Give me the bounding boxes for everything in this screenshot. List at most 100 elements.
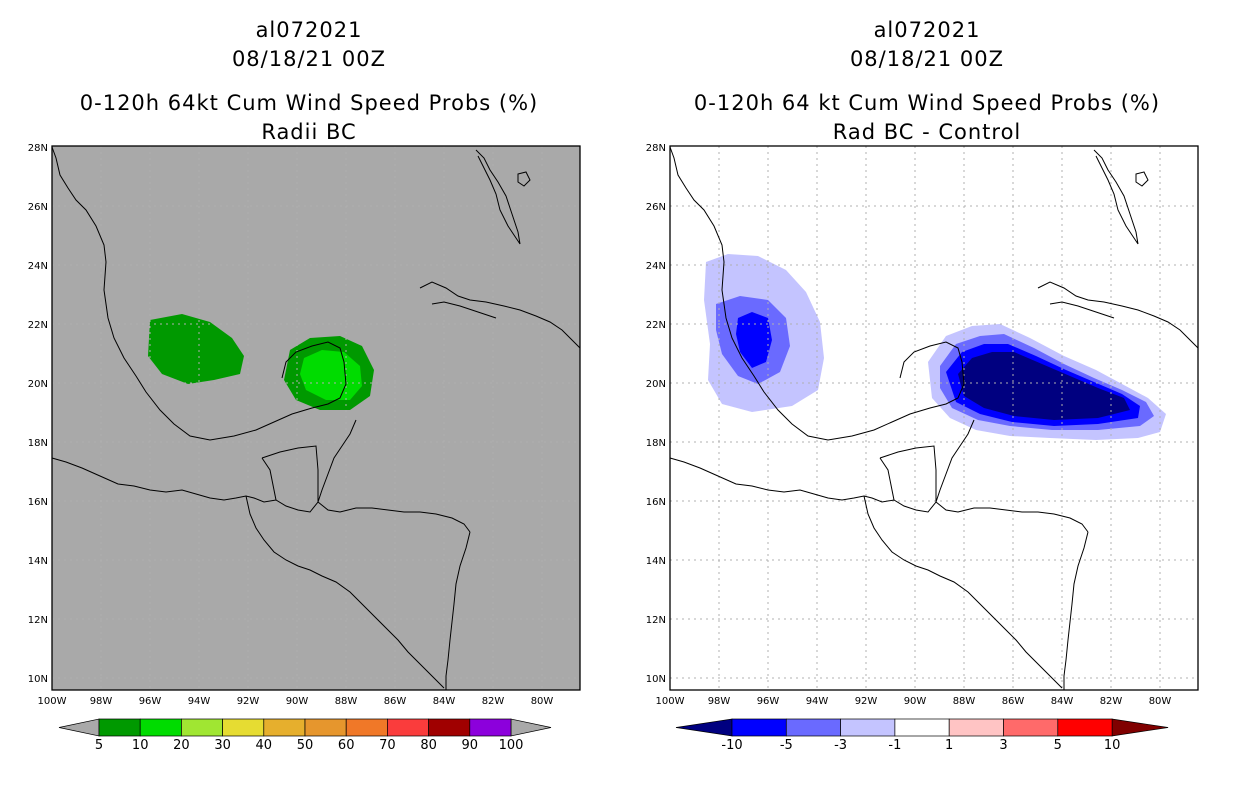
lat-label: 24N <box>28 261 48 272</box>
right-map: 28N 26N 24N 22N 20N 18N 16N 14N 12N 10N 100W 98W 96W… <box>646 143 1199 753</box>
coastline <box>261 445 319 502</box>
colorbar-label: 50 <box>297 738 314 753</box>
colorbar-label: 30 <box>214 738 231 753</box>
lon-label: 86W <box>384 696 407 707</box>
lat-label: 28N <box>646 143 666 154</box>
colorbar-label: 5 <box>1054 738 1062 753</box>
lat-label: 18N <box>28 438 48 449</box>
lat-label: 12N <box>646 615 666 626</box>
coastline <box>445 531 471 690</box>
lon-label: 98W <box>90 696 113 707</box>
lat-label: 20N <box>646 379 666 390</box>
colorbar-label: -1 <box>888 738 901 753</box>
coastline <box>879 445 937 502</box>
colorbar-segment <box>263 718 306 737</box>
coastline <box>879 457 895 501</box>
lon-label: 100W <box>38 696 67 707</box>
coastline <box>1063 531 1089 690</box>
lat-label: 16N <box>28 497 48 508</box>
diff-area-5 <box>736 312 772 368</box>
colorbar-segment <box>785 718 841 737</box>
lon-label: 88W <box>953 696 976 707</box>
colorbar-segment <box>181 718 223 737</box>
colorbar-label: 1 <box>945 738 953 753</box>
coastline <box>1049 301 1115 319</box>
right-title: 0-120h 64 kt Cum Wind Speed Probs (%) <box>693 91 1161 115</box>
left-subtitle: Radii BC <box>261 120 357 144</box>
right-date: 08/18/21 00Z <box>849 47 1005 71</box>
colorbar-left-arrow <box>675 718 733 737</box>
coastline <box>935 501 1089 533</box>
colorbar-segment <box>1057 718 1113 737</box>
colorbar-segment <box>428 718 471 737</box>
lat-label: 10N <box>28 674 48 685</box>
colorbar-segment <box>469 718 512 737</box>
left-panel: al072021 08/18/21 00Z 0-120h 64kt Cum Wi… <box>28 18 581 753</box>
coastline <box>431 301 497 319</box>
colorbar-segment <box>139 718 182 737</box>
colorbar-label: 60 <box>338 738 355 753</box>
colorbar-right-arrow <box>1111 718 1169 737</box>
lon-label: 92W <box>237 696 260 707</box>
coastline <box>317 501 471 533</box>
colorbar-segment <box>222 718 265 737</box>
colorbar-label: 40 <box>256 738 273 753</box>
colorbar-left-arrow <box>58 718 100 737</box>
colorbar-label: 3 <box>999 738 1007 753</box>
colorbar-label: 90 <box>462 738 479 753</box>
colorbar-label: -5 <box>780 738 793 753</box>
lat-label: 10N <box>646 674 666 685</box>
coastline <box>261 457 277 501</box>
lon-label: 80W <box>1149 696 1172 707</box>
right-subtitle: Rad BC - Control <box>832 120 1022 144</box>
colorbar-segment <box>731 718 787 737</box>
colorbar-label: 80 <box>420 738 437 753</box>
lat-label: 12N <box>28 615 48 626</box>
lon-label: 82W <box>1100 696 1123 707</box>
right-panel: al072021 08/18/21 00Z 0-120h 64 kt Cum W… <box>618 0 1236 800</box>
colorbar-segment <box>98 718 141 737</box>
map-frame <box>51 145 581 691</box>
colorbar-segment <box>840 718 896 737</box>
map-frame <box>669 145 1199 691</box>
colorbar-segment <box>304 718 347 737</box>
colorbar-segment <box>387 718 429 737</box>
diff-area-10 <box>958 352 1130 420</box>
left-storm-id: al072021 <box>255 18 363 42</box>
lon-label: 80W <box>531 696 554 707</box>
lon-label: 86W <box>1002 696 1025 707</box>
lat-label: 20N <box>28 379 48 390</box>
colorbar-label: 10 <box>1104 738 1121 753</box>
left-map: 28N 26N 24N 22N 20N 18N 16N 14N 12N 10N 100W 98W 96W… <box>28 143 581 753</box>
lat-label: 22N <box>646 320 666 331</box>
lat-label: 22N <box>28 320 48 331</box>
map-background <box>52 146 580 690</box>
coastline <box>517 171 531 187</box>
lat-label: 26N <box>28 202 48 213</box>
coastline <box>245 495 445 689</box>
lon-label: 98W <box>708 696 731 707</box>
colorbar-label: 10 <box>132 738 149 753</box>
coastline <box>669 146 965 441</box>
lon-label: 94W <box>806 696 829 707</box>
right-storm-id: al072021 <box>873 18 981 42</box>
coastline <box>863 495 1063 689</box>
colorbar-segment <box>345 718 388 737</box>
colorbar-label: -3 <box>834 738 847 753</box>
prob-area-10 <box>148 314 244 384</box>
lon-label: 90W <box>286 696 309 707</box>
lat-label: 24N <box>646 261 666 272</box>
lat-label: 14N <box>28 556 48 567</box>
lon-label: 88W <box>335 696 358 707</box>
left-date: 08/18/21 00Z <box>231 47 387 71</box>
lon-label: 90W <box>904 696 927 707</box>
coastline <box>1093 149 1139 245</box>
lon-label: 84W <box>1051 696 1074 707</box>
lat-label: 16N <box>646 497 666 508</box>
colorbar-label: 70 <box>379 738 396 753</box>
left-title: 0-120h 64kt Cum Wind Speed Probs (%) <box>79 91 539 115</box>
colorbar-label: 20 <box>173 738 190 753</box>
coastline <box>419 281 581 349</box>
coastline <box>1037 281 1199 349</box>
lon-label: 92W <box>855 696 878 707</box>
